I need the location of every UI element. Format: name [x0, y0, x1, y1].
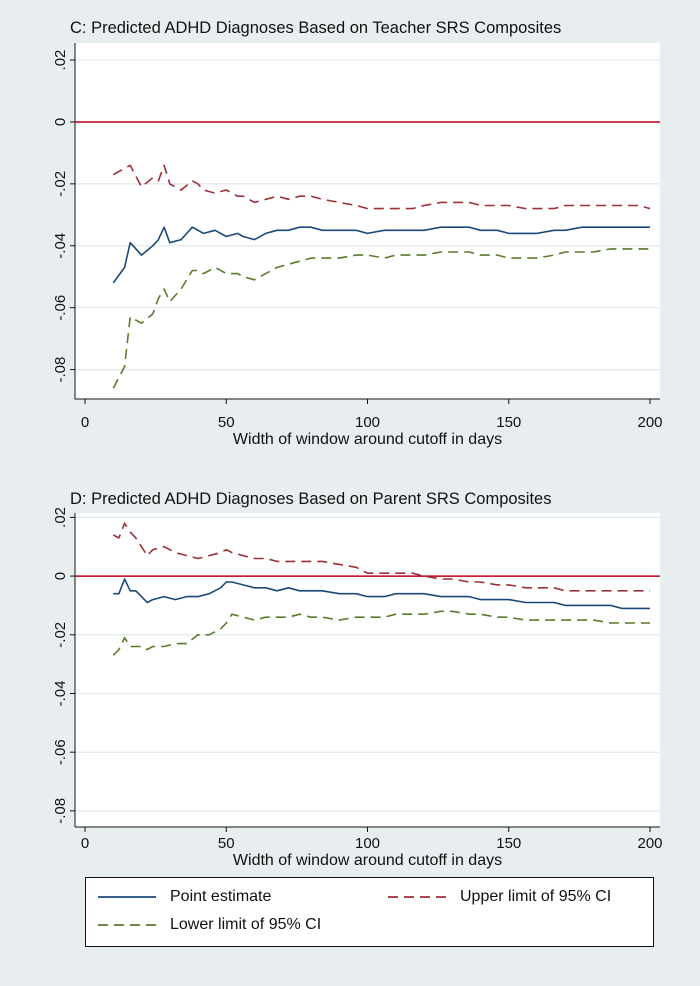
y-tick-label: -.06 — [52, 295, 69, 321]
x-axis-label: Width of window around cutoff in days — [233, 431, 502, 448]
x-tick-label: 0 — [81, 835, 89, 852]
legend-item-upper: Upper limit of 95% CI — [388, 888, 611, 906]
legend-label-lower: Lower limit of 95% CI — [170, 916, 322, 933]
plot-area — [75, 43, 660, 399]
y-tick-label: -.02 — [52, 171, 69, 197]
x-tick-label: 0 — [81, 414, 89, 431]
series-line-upper — [112, 522, 650, 592]
series-line-upper — [112, 164, 651, 210]
x-tick-label: 200 — [637, 414, 662, 431]
x-tick-label: 150 — [496, 414, 521, 431]
x-tick-label: 200 — [637, 835, 662, 852]
series-line-point — [112, 226, 650, 284]
x-axis-label: Width of window around cutoff in days — [233, 852, 502, 869]
legend-swatch-upper — [388, 896, 446, 898]
y-tick-label: -.08 — [52, 798, 69, 824]
x-tick-label: 50 — [218, 835, 235, 852]
x-tick-label: 150 — [496, 835, 521, 852]
series-line-point — [113, 578, 650, 610]
chart-title: D: Predicted ADHD Diagnoses Based on Par… — [70, 490, 551, 508]
figure: C: Predicted ADHD Diagnoses Based on Tea… — [5, 5, 693, 978]
y-tick-label: 0 — [52, 572, 69, 580]
y-tick-label: -.02 — [52, 622, 69, 648]
legend-swatch-lower — [98, 924, 156, 926]
y-tick-label: -.04 — [52, 233, 69, 259]
legend-item-lower: Lower limit of 95% CI — [98, 916, 321, 934]
series-line-lower — [112, 248, 650, 389]
legend-item-point: Point estimate — [98, 888, 271, 906]
legend-label-upper: Upper limit of 95% CI — [460, 888, 612, 905]
x-tick-label: 100 — [355, 414, 380, 431]
chart-panel-parent: D: Predicted ADHD Diagnoses Based on Par… — [52, 490, 663, 869]
legend-swatch-point — [98, 896, 156, 898]
y-tick-label: -.04 — [52, 681, 69, 707]
x-tick-label: 50 — [218, 414, 235, 431]
y-tick-label: .02 — [52, 50, 69, 71]
y-tick-label: .02 — [52, 507, 69, 528]
y-tick-label: 0 — [52, 118, 69, 126]
chart-title: C: Predicted ADHD Diagnoses Based on Tea… — [70, 19, 561, 37]
legend-label-point: Point estimate — [170, 888, 272, 905]
y-tick-label: -.06 — [52, 739, 69, 765]
charts-canvas: C: Predicted ADHD Diagnoses Based on Tea… — [52, 19, 663, 869]
y-tick-label: -.08 — [52, 357, 69, 383]
x-tick-label: 100 — [355, 835, 380, 852]
chart-panel-teacher: C: Predicted ADHD Diagnoses Based on Tea… — [52, 19, 663, 448]
plot-area — [75, 513, 660, 827]
legend: Point estimate Upper limit of 95% CI Low… — [85, 877, 654, 947]
